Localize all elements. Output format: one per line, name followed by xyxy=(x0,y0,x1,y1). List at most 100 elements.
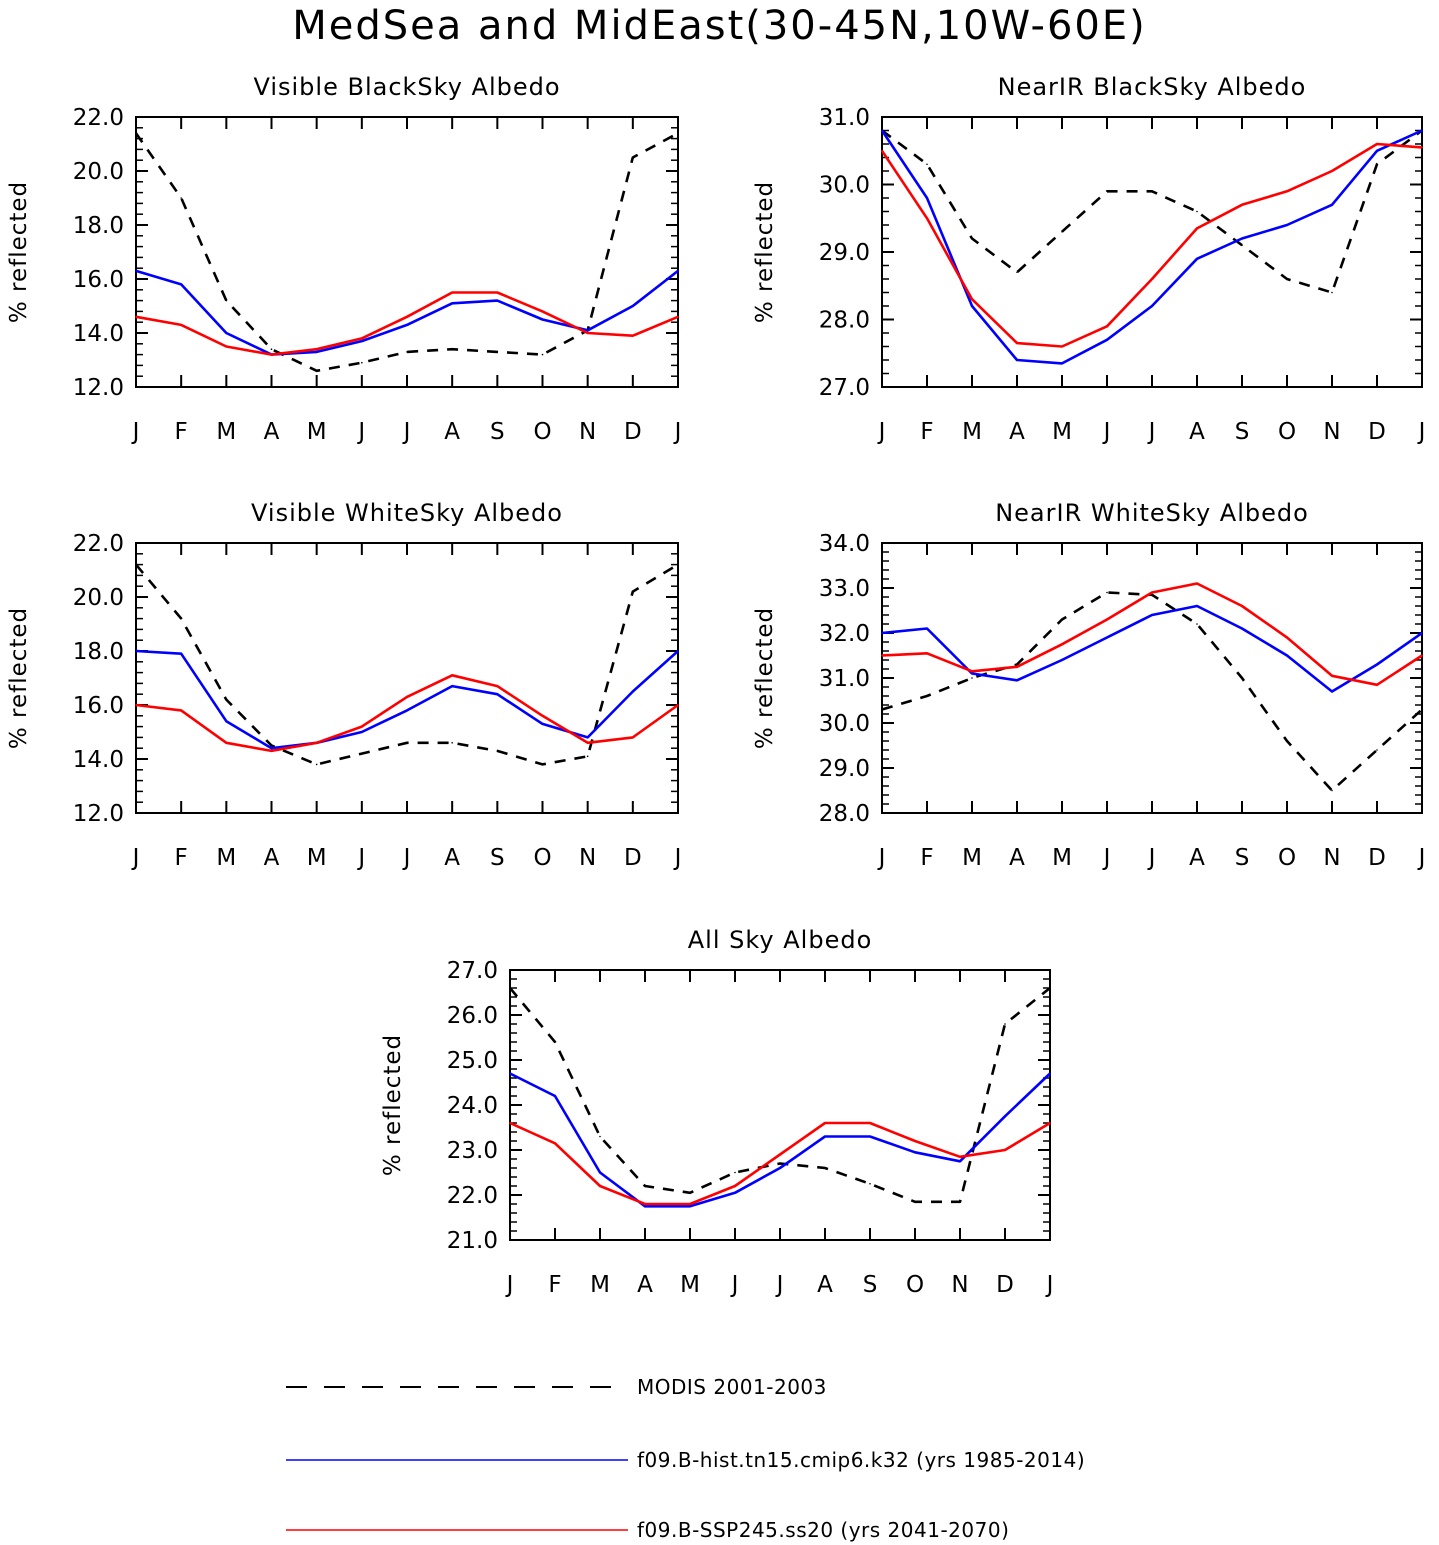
x-tick-label: F xyxy=(175,419,188,445)
x-tick-label: M xyxy=(962,845,982,871)
data-point-ssp xyxy=(914,1140,916,1142)
x-tick-label: S xyxy=(490,419,505,445)
data-point-modis xyxy=(451,742,453,744)
data-point-ssp xyxy=(881,149,883,152)
y-axis-label: % reflected xyxy=(6,607,32,749)
data-point-modis xyxy=(1331,291,1333,294)
data-point-modis xyxy=(599,1135,601,1138)
data-point-ssp xyxy=(632,334,634,337)
x-tick-label: A xyxy=(1189,845,1205,871)
data-point-ssp xyxy=(315,348,318,351)
data-point-hist xyxy=(677,650,679,652)
data-point-hist xyxy=(1151,614,1153,616)
data-point-hist xyxy=(1106,338,1108,341)
y-axis-label: % reflected xyxy=(752,607,778,749)
x-tick-label: O xyxy=(906,1272,924,1298)
x-tick-label: J xyxy=(1102,845,1111,871)
data-point-ssp xyxy=(1004,1149,1006,1151)
data-point-modis xyxy=(541,763,544,766)
data-point-hist xyxy=(971,672,973,675)
panel-title: NearIR WhiteSky Albedo xyxy=(995,499,1309,527)
data-point-hist xyxy=(1049,1072,1051,1075)
data-point-modis xyxy=(632,156,634,159)
panel-5: All Sky Albedo % reflected J F M A M J J A S O N D J 21… xyxy=(380,926,1053,1298)
panel-1: Visible BlackSky Albedo % reflected J F M A M J… xyxy=(6,73,681,445)
x-tick-label: J xyxy=(673,845,682,871)
data-point-ssp xyxy=(180,324,182,326)
series-line-modis xyxy=(134,132,679,373)
data-point-ssp xyxy=(541,715,544,717)
series-line-ssp xyxy=(135,673,679,753)
data-point-hist xyxy=(135,650,137,652)
x-tick-label: J xyxy=(673,419,682,445)
y-tick-label: 12.0 xyxy=(73,801,124,827)
data-point-ssp xyxy=(677,316,679,318)
x-tick-label: N xyxy=(579,419,596,445)
x-tick-label: D xyxy=(996,1272,1014,1298)
data-point-ssp xyxy=(1241,605,1243,607)
series-line-ssp xyxy=(880,142,1423,348)
data-point-ssp xyxy=(1376,143,1378,145)
series-line-modis xyxy=(881,591,1423,792)
x-tick-label: J xyxy=(131,419,140,445)
data-point-ssp xyxy=(1421,146,1423,149)
data-point-hist xyxy=(406,709,408,712)
y-tick-label: 14.0 xyxy=(73,747,124,773)
data-point-hist xyxy=(1241,627,1243,630)
data-point-modis xyxy=(361,752,363,755)
plot-frame xyxy=(881,116,1423,388)
data-point-modis xyxy=(270,348,273,351)
data-point-ssp xyxy=(1331,170,1333,172)
data-point-modis xyxy=(270,744,273,747)
data-point-ssp xyxy=(1196,227,1198,230)
legend-label-modis: MODIS 2001-2003 xyxy=(637,1375,827,1399)
data-point-hist xyxy=(1196,257,1198,260)
data-point-modis xyxy=(1151,593,1153,596)
data-point-modis xyxy=(1016,663,1018,666)
data-point-hist xyxy=(959,1160,961,1163)
data-point-ssp xyxy=(599,1185,601,1187)
data-point-modis xyxy=(1016,271,1018,274)
y-tick-label: 27.0 xyxy=(819,375,870,401)
data-point-ssp xyxy=(734,1185,736,1187)
data-point-hist xyxy=(677,270,679,272)
x-tick-label: J xyxy=(775,1272,784,1298)
data-point-hist xyxy=(135,270,137,272)
data-point-hist xyxy=(881,632,883,634)
x-tick-label: S xyxy=(1235,419,1250,445)
data-point-modis xyxy=(926,163,928,166)
data-point-ssp xyxy=(644,1203,646,1205)
data-point-hist xyxy=(914,1151,916,1154)
data-point-hist xyxy=(926,627,928,630)
data-point-ssp xyxy=(677,704,679,706)
data-point-modis xyxy=(632,590,634,593)
y-tick-label: 16.0 xyxy=(73,693,124,719)
data-point-ssp xyxy=(496,685,499,687)
data-point-hist xyxy=(689,1205,691,1208)
y-tick-label: 18.0 xyxy=(73,639,124,665)
y-tick-label: 24.0 xyxy=(447,1093,498,1119)
data-point-ssp xyxy=(1061,345,1063,348)
data-point-modis xyxy=(1196,623,1198,625)
x-tick-label: J xyxy=(1417,419,1426,445)
x-tick-label: J xyxy=(730,1272,739,1298)
y-tick-label: 32.0 xyxy=(819,621,870,647)
data-point-modis xyxy=(1106,591,1108,594)
data-point-modis xyxy=(1151,190,1153,193)
x-tick-label: M xyxy=(590,1272,610,1298)
x-tick-label: M xyxy=(680,1272,700,1298)
data-point-ssp xyxy=(881,654,883,657)
data-point-hist xyxy=(734,1191,736,1194)
x-tick-label: A xyxy=(264,419,280,445)
series-line-modis xyxy=(509,986,1051,1204)
data-point-ssp xyxy=(869,1122,871,1124)
data-point-hist xyxy=(225,332,228,334)
y-axis-label: % reflected xyxy=(6,181,32,323)
data-point-hist xyxy=(451,302,453,305)
x-tick-label: S xyxy=(490,845,505,871)
data-point-ssp xyxy=(1016,342,1018,344)
data-point-hist xyxy=(496,693,499,695)
data-point-modis xyxy=(971,237,973,240)
x-tick-label: O xyxy=(1278,419,1296,445)
